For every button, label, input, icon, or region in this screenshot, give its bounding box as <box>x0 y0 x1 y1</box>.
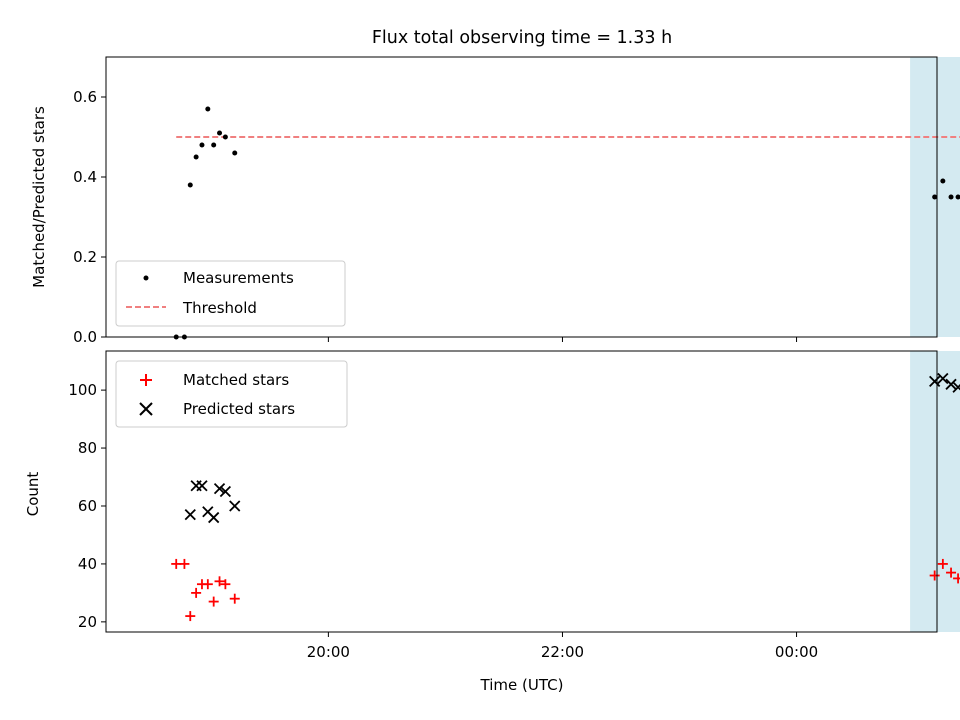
top-legend: Measurements Threshold <box>115 260 346 327</box>
y-tick-label: 20 <box>78 613 97 631</box>
matched-star-point <box>208 596 219 607</box>
y-tick-label: 0.4 <box>73 168 97 186</box>
matched-star-point <box>191 587 202 598</box>
predicted-star-point <box>184 509 196 521</box>
x-tick-label: 20:00 <box>307 643 350 661</box>
legend-measurements-marker <box>143 275 149 281</box>
predicted-star-point <box>208 511 220 524</box>
legend-measurements-label: Measurements <box>183 269 294 287</box>
measurement-point <box>940 178 946 184</box>
legend-threshold-label: Threshold <box>182 299 257 317</box>
legend-predicted-label: Predicted stars <box>183 400 295 418</box>
x-axis-label: Time (UTC) <box>480 676 564 694</box>
y-tick-label: 60 <box>78 497 97 515</box>
legend-matched-label: Matched stars <box>183 371 289 389</box>
predicted-star-point <box>229 500 241 512</box>
measurement-point <box>222 134 228 140</box>
x-tick-label: 22:00 <box>541 643 584 661</box>
y-tick-label: 0.2 <box>73 248 97 266</box>
y-tick-label: 0.0 <box>73 328 97 346</box>
measurement-point <box>205 106 211 112</box>
matched-star-point <box>929 570 940 581</box>
predicted-star-point <box>929 375 941 388</box>
y-tick-label: 0.6 <box>73 88 97 106</box>
predicted-star-point <box>937 372 949 385</box>
bottom-plot-frame <box>105 350 938 633</box>
predicted-star-point <box>219 485 232 498</box>
predicted-star-point <box>196 480 208 492</box>
predicted-star-point <box>213 482 226 495</box>
matched-star-point <box>214 576 225 587</box>
measurement-point <box>187 182 193 188</box>
matched-star-point <box>179 558 190 569</box>
chart-title: Flux total observing time = 1.33 h <box>372 28 672 48</box>
matched-star-point <box>946 567 957 578</box>
top-y-axis-label: Matched/Predicted stars <box>30 106 48 288</box>
x-tick-label: 00:00 <box>775 643 818 661</box>
measurement-point <box>217 130 223 136</box>
matched-star-point <box>202 579 213 590</box>
bottom-y-axis-label: Count <box>24 472 42 517</box>
matched-star-point <box>185 611 196 622</box>
legend-predicted-marker <box>139 402 153 416</box>
measurement-point <box>932 194 938 200</box>
measurement-point <box>199 142 205 148</box>
y-tick-label: 100 <box>68 381 97 399</box>
measurement-point <box>948 194 954 200</box>
matched-star-point <box>220 579 231 590</box>
y-tick-label: 40 <box>78 555 97 573</box>
measurement-point <box>955 194 960 200</box>
y-tick-label: 80 <box>78 439 97 457</box>
top-plot-frame <box>105 56 938 338</box>
measurement-point <box>211 142 217 148</box>
bottom-highlight-span <box>910 351 960 632</box>
top-panel: 0.0 0.2 0.4 0.6 Matched/Predicted stars Mea… <box>30 56 960 346</box>
measurement-point <box>232 150 238 156</box>
matched-star-point <box>953 573 960 584</box>
matched-star-point <box>229 593 240 604</box>
predicted-star-point <box>945 378 957 390</box>
matched-star-point <box>937 558 948 569</box>
predicted-star-point <box>952 381 960 393</box>
bottom-legend: Matched stars Predicted stars <box>115 360 348 428</box>
measurement-point <box>193 154 199 160</box>
legend-matched-marker <box>140 374 152 386</box>
